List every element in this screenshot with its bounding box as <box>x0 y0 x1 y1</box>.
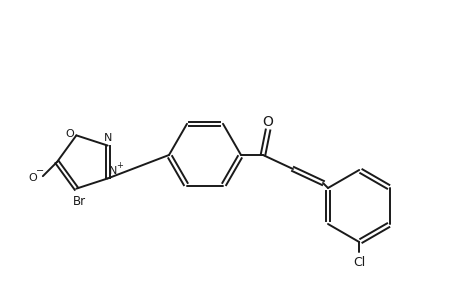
Text: N: N <box>103 133 112 142</box>
Text: O: O <box>65 129 73 140</box>
Text: −: − <box>36 166 44 176</box>
Text: +: + <box>116 161 123 170</box>
Text: Br: Br <box>73 195 86 208</box>
Text: N: N <box>108 167 117 176</box>
Text: O: O <box>28 173 37 183</box>
Text: O: O <box>262 115 273 129</box>
Text: Cl: Cl <box>353 256 364 268</box>
